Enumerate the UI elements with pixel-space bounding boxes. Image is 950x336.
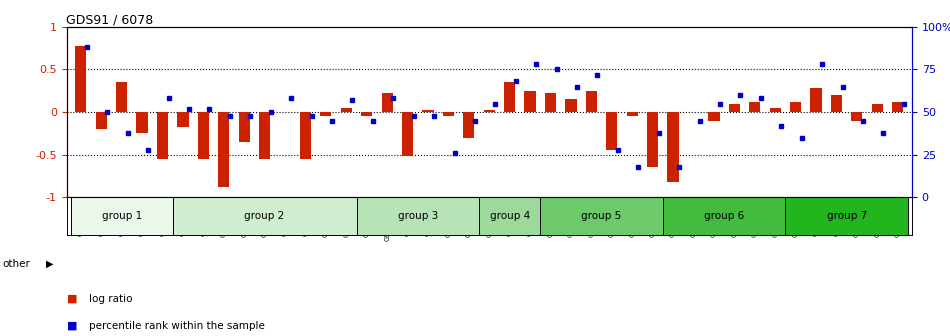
Bar [627, 112, 637, 116]
Bar [786, 197, 908, 235]
Bar [545, 93, 556, 112]
Text: ▶: ▶ [46, 259, 53, 269]
Bar [443, 112, 454, 116]
Bar [137, 112, 147, 133]
Bar [157, 112, 168, 159]
Bar [402, 112, 413, 157]
Bar [831, 95, 842, 112]
Text: other: other [3, 259, 30, 269]
Bar [464, 112, 474, 138]
Text: group 2: group 2 [244, 211, 285, 221]
Bar [70, 197, 173, 235]
Bar [709, 112, 719, 121]
Bar [116, 82, 127, 112]
Bar [173, 197, 356, 235]
Bar [606, 112, 618, 151]
Bar [663, 197, 786, 235]
Bar [423, 111, 433, 112]
Bar [810, 88, 822, 112]
Bar [300, 112, 311, 159]
Bar [198, 112, 209, 159]
Text: log ratio: log ratio [89, 294, 133, 304]
Bar [524, 91, 536, 112]
Bar [178, 112, 188, 127]
Bar [586, 91, 597, 112]
Bar [872, 103, 883, 112]
Bar [541, 197, 663, 235]
Bar [259, 112, 270, 159]
Bar [218, 112, 229, 187]
Text: percentile rank within the sample: percentile rank within the sample [89, 321, 265, 331]
Bar [750, 102, 760, 112]
Bar [729, 103, 740, 112]
Bar [96, 112, 106, 129]
Bar [892, 102, 903, 112]
Text: group 3: group 3 [398, 211, 438, 221]
Bar [238, 112, 250, 142]
Bar [647, 112, 658, 167]
Bar [770, 108, 781, 112]
Text: ■: ■ [66, 321, 77, 331]
Text: group 4: group 4 [489, 211, 530, 221]
Bar [382, 93, 392, 112]
Text: ■: ■ [66, 294, 77, 304]
Text: group 5: group 5 [581, 211, 621, 221]
Text: GDS91 / 6078: GDS91 / 6078 [66, 14, 154, 27]
Bar [479, 197, 541, 235]
Bar [484, 111, 495, 112]
Bar [790, 102, 801, 112]
Bar [75, 46, 86, 112]
Bar [851, 112, 863, 121]
Bar [320, 112, 332, 116]
Bar [668, 112, 678, 182]
Text: group 7: group 7 [826, 211, 866, 221]
Bar [356, 197, 479, 235]
Text: group 1: group 1 [102, 211, 142, 221]
Bar [341, 108, 352, 112]
Bar [504, 82, 515, 112]
Bar [565, 99, 577, 112]
Text: group 6: group 6 [704, 211, 744, 221]
Bar [361, 112, 372, 116]
